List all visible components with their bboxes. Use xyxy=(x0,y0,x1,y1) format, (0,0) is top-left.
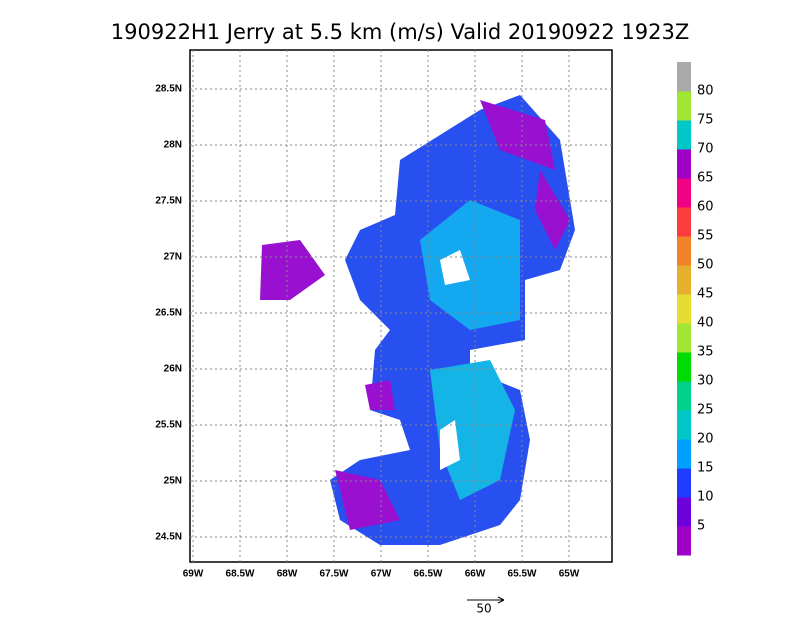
colorbar-segment xyxy=(677,207,691,237)
lon-label: 66.5W xyxy=(414,569,443,580)
colorbar-segment xyxy=(677,149,691,179)
lat-label: 26.5N xyxy=(155,308,182,319)
wind-region xyxy=(480,100,555,170)
wind-region xyxy=(430,360,515,500)
wind-region xyxy=(420,200,520,330)
colorbar-segment xyxy=(677,62,691,92)
data-gap xyxy=(440,250,470,285)
colorbar-label: 25 xyxy=(697,403,714,418)
lat-label: 25.5N xyxy=(155,420,182,431)
lon-label: 65.5W xyxy=(508,569,537,580)
colorbar-segment xyxy=(677,120,691,150)
lat-label: 24.5N xyxy=(155,532,182,543)
colorbar-label: 75 xyxy=(697,113,714,128)
lon-label: 69W xyxy=(183,569,204,580)
lon-label: 65W xyxy=(559,569,580,580)
colorbar-label: 50 xyxy=(697,258,714,273)
colorbar-segment xyxy=(677,294,691,324)
colorbar-segment xyxy=(677,91,691,121)
lat-label: 27.5N xyxy=(155,196,182,207)
colorbar-label: 5 xyxy=(697,519,705,534)
colorbar-segment xyxy=(677,265,691,295)
colorbar-label: 70 xyxy=(697,142,714,157)
colorbar-segment xyxy=(677,468,691,498)
colorbar-label: 60 xyxy=(697,200,714,215)
colorbar-segment xyxy=(677,236,691,266)
wind-region xyxy=(260,240,325,300)
colorbar-segment xyxy=(677,178,691,208)
colorbar-segment xyxy=(677,497,691,527)
colorbar-label: 45 xyxy=(697,287,714,302)
lat-label: 28N xyxy=(164,140,182,151)
lat-label: 26N xyxy=(164,364,182,375)
lat-label: 27N xyxy=(164,252,182,263)
lon-label: 66W xyxy=(465,569,486,580)
colorbar-label: 30 xyxy=(697,374,714,389)
map-frame xyxy=(189,49,613,563)
colorbar-label: 65 xyxy=(697,171,714,186)
colorbar-label: 40 xyxy=(697,316,714,331)
colorbar-label: 15 xyxy=(697,461,714,476)
colorbar-segment xyxy=(677,381,691,411)
lat-label: 25N xyxy=(164,476,182,487)
reference-vector-label: 50 xyxy=(476,602,491,616)
colorbar-segment xyxy=(677,526,691,556)
wind-region xyxy=(335,470,400,530)
wind-region xyxy=(365,380,395,410)
colorbar-label: 20 xyxy=(697,432,714,447)
reference-vector-head xyxy=(497,596,505,604)
colorbar-segment xyxy=(677,439,691,469)
map-title: 190922H1 Jerry at 5.5 km (m/s) Valid 201… xyxy=(111,20,689,44)
lat-label: 28.5N xyxy=(155,84,182,95)
lon-label: 68W xyxy=(277,569,298,580)
colorbar-label: 80 xyxy=(697,84,714,99)
lon-label: 67.5W xyxy=(320,569,349,580)
colorbar-label: 55 xyxy=(697,229,714,244)
colorbar-segment xyxy=(677,410,691,440)
colorbar-label: 35 xyxy=(697,345,714,360)
colorbar-segment xyxy=(677,352,691,382)
colorbar-label: 10 xyxy=(697,490,714,505)
colorbar-segment xyxy=(677,323,691,353)
wind-region xyxy=(330,95,575,545)
wind-region xyxy=(535,170,570,250)
lon-label: 68.5W xyxy=(226,569,255,580)
lon-label: 67W xyxy=(371,569,392,580)
wind-field xyxy=(260,95,575,545)
data-gap xyxy=(440,420,460,470)
